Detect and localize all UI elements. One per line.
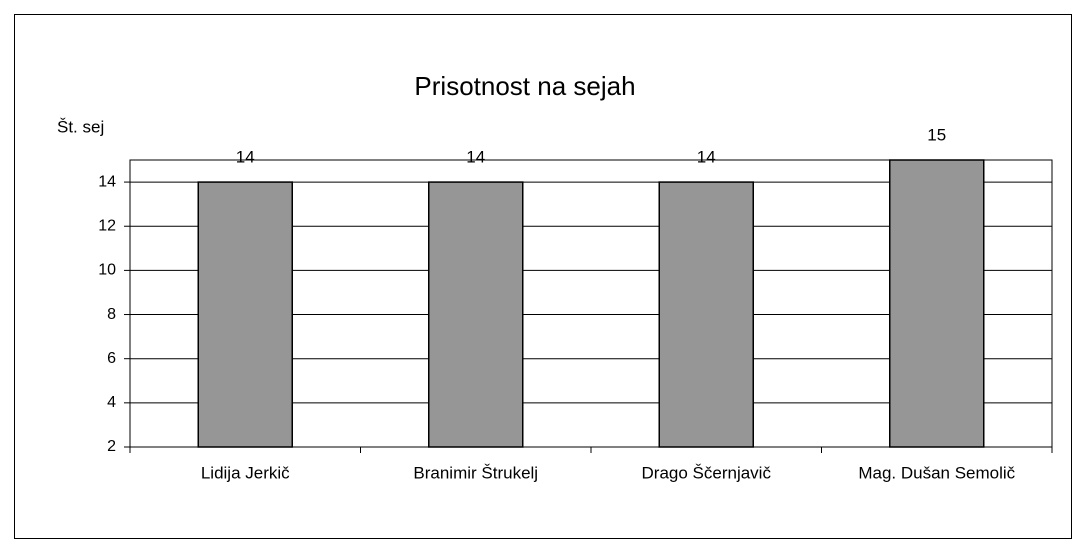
- y-tick-label: 2: [107, 438, 116, 455]
- data-label: 14: [697, 148, 716, 167]
- y-tick-label: 14: [98, 173, 116, 190]
- y-axis-label: Št. sej: [57, 117, 104, 136]
- y-tick-label: 12: [98, 217, 116, 234]
- y-tick-label: 6: [107, 350, 116, 367]
- x-tick-label: Mag. Dušan Semolič: [858, 463, 1015, 482]
- x-tick-label: Branimir Štrukelj: [413, 463, 538, 482]
- y-tick-label: 10: [98, 262, 116, 279]
- data-label: 14: [236, 148, 255, 167]
- x-tick-label: Lidija Jerkič: [201, 463, 290, 482]
- x-tick-label: Drago Ščernjavič: [642, 463, 772, 482]
- data-label: 14: [466, 148, 485, 167]
- data-label: 15: [927, 125, 946, 144]
- bar: [428, 181, 524, 448]
- chart-title: Prisotnost na sejah: [414, 71, 635, 101]
- y-tick-label: 4: [107, 394, 116, 411]
- y-tick-label: 8: [107, 306, 116, 323]
- bar: [658, 181, 754, 448]
- bar: [197, 181, 293, 448]
- bar: [889, 159, 985, 448]
